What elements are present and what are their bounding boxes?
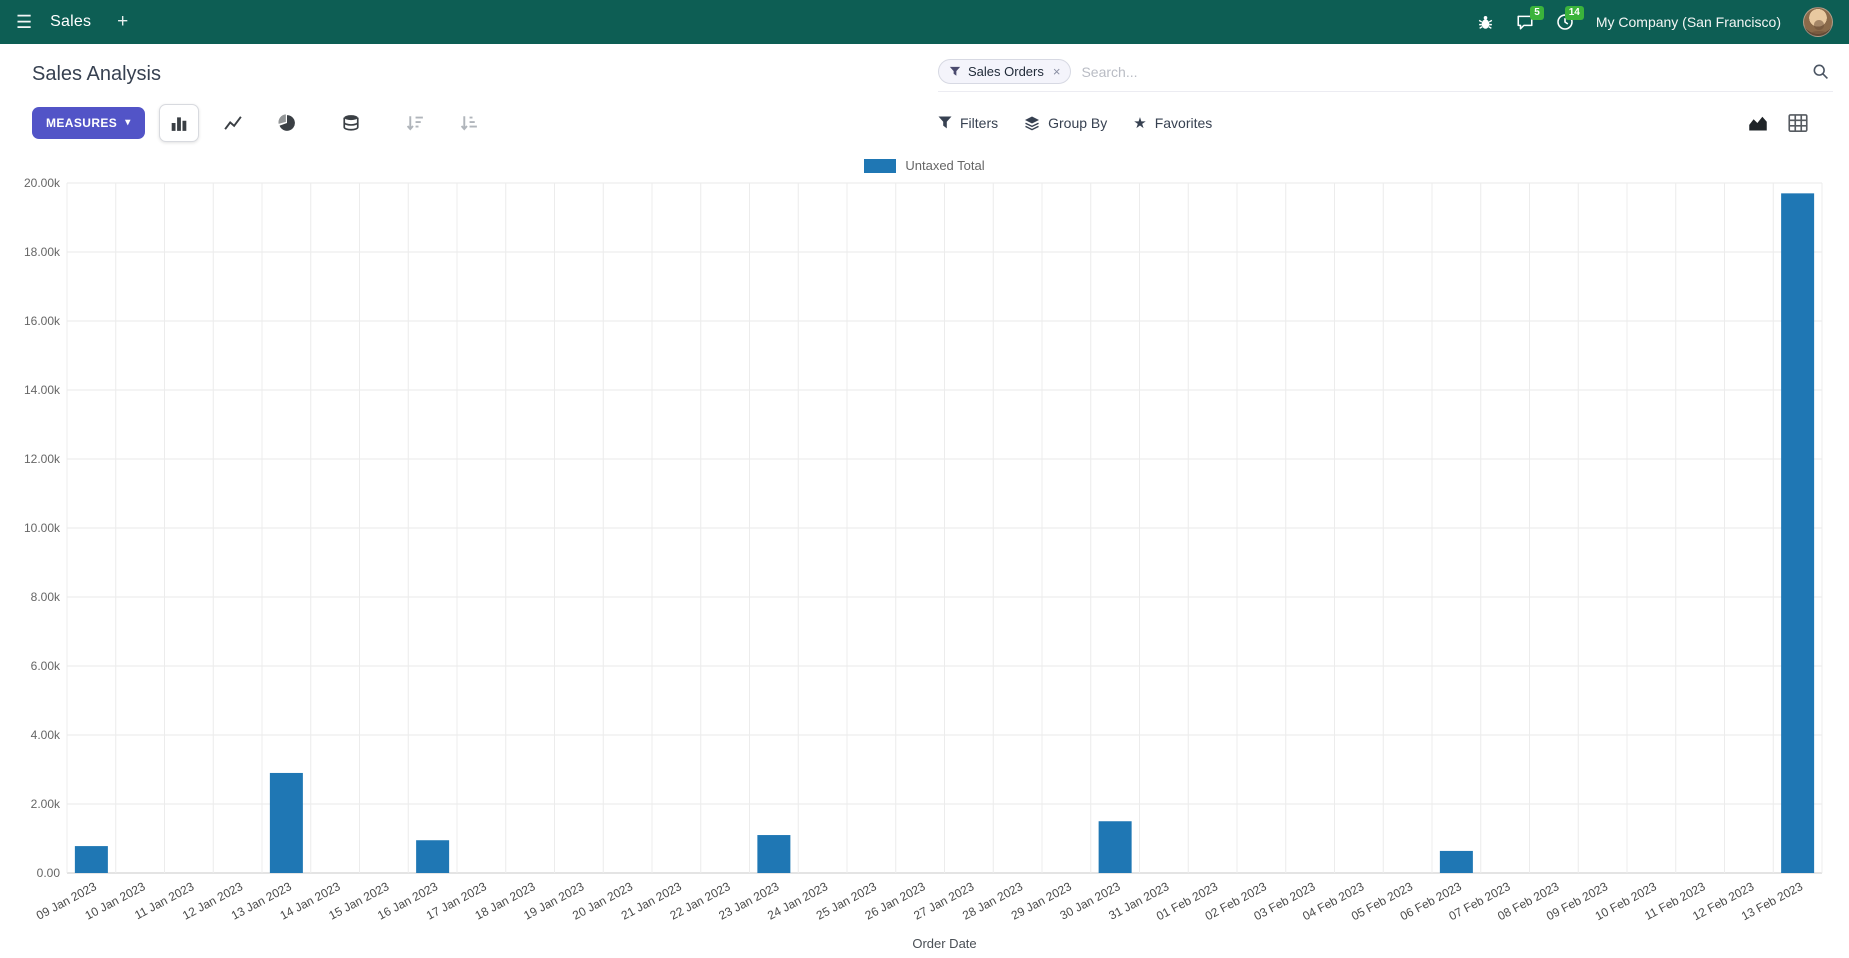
sort-ascending-button[interactable] — [449, 104, 489, 142]
y-tick-label: 2.00k — [31, 797, 61, 811]
y-tick-label: 12.00k — [24, 452, 61, 466]
line-chart-icon — [224, 116, 242, 130]
company-switcher[interactable]: My Company (San Francisco) — [1595, 14, 1781, 30]
legend-label: Untaxed Total — [905, 158, 985, 173]
group-by-button[interactable]: Group By — [1024, 115, 1107, 131]
bar-chart: 0.00 2.00k 4.00k 6.00k 8.00k 10.00k 12.00k 14.0… — [24, 176, 1823, 923]
favorites-label: Favorites — [1154, 115, 1213, 131]
plus-icon[interactable]: + — [117, 11, 129, 32]
x-axis-title: Order Date — [912, 936, 977, 951]
user-avatar[interactable] — [1803, 7, 1833, 37]
y-tick-label: 6.00k — [31, 659, 61, 673]
group-by-label: Group By — [1048, 115, 1108, 131]
bar[interactable] — [1098, 821, 1132, 873]
navbar-right: 5 14 My Company (San Francisco) — [1477, 6, 1833, 37]
bar[interactable] — [1439, 850, 1473, 873]
menu-icon[interactable]: ☰ — [16, 12, 33, 32]
bar[interactable] — [1781, 193, 1815, 874]
search-options-row: Filters Group By ★ Favorites — [938, 104, 1833, 142]
navbar-left: ☰ Sales + — [16, 11, 128, 33]
y-tick-label: 0.00 — [37, 866, 61, 880]
sort-desc-icon — [406, 116, 423, 131]
search-input[interactable] — [1081, 63, 1802, 80]
caret-down-icon: ▾ — [125, 117, 131, 128]
chart-legend: Untaxed Total — [16, 158, 1833, 173]
search-icon[interactable] — [1812, 63, 1829, 80]
filters-funnel-icon — [938, 116, 952, 129]
chart-type-pie-button[interactable] — [267, 104, 307, 142]
chart-type-line-button[interactable] — [213, 104, 253, 142]
chart-type-bar-button[interactable] — [158, 104, 199, 142]
sort-descending-button[interactable] — [395, 104, 435, 142]
bar[interactable] — [757, 835, 791, 873]
graph-view-button[interactable] — [1743, 109, 1773, 137]
search-bar[interactable]: Sales Orders × — [938, 56, 1833, 92]
filter-facet-icon — [949, 66, 961, 76]
activities-clock-button[interactable]: 14 — [1556, 6, 1584, 31]
remove-facet-icon[interactable]: × — [1052, 64, 1061, 79]
filters-label: Filters — [960, 115, 999, 131]
activities-badge: 14 — [1564, 6, 1584, 20]
y-tick-label: 20.00k — [24, 176, 61, 190]
app-name[interactable]: Sales — [50, 13, 92, 30]
sort-asc-icon — [460, 116, 477, 131]
measures-label: MEASURES — [46, 116, 118, 130]
chart-area: Untaxed Total 0.00 2.00k 4.00k 6.00k 8.00k 10… — [0, 158, 1849, 951]
stacked-database-icon — [343, 115, 359, 131]
group-by-layers-icon — [1025, 116, 1040, 131]
stacked-toggle-button[interactable] — [331, 104, 371, 142]
filters-button[interactable]: Filters — [938, 115, 998, 131]
star-icon: ★ — [1133, 114, 1147, 132]
y-tick-label: 14.00k — [24, 383, 61, 397]
bar[interactable] — [416, 840, 450, 873]
pivot-table-icon — [1788, 114, 1808, 132]
pie-chart-icon — [278, 114, 295, 131]
top-navbar: ☰ Sales + 5 14 My Company (San Francisco… — [0, 0, 1849, 44]
pivot-view-button[interactable] — [1783, 109, 1813, 137]
y-tick-label: 18.00k — [24, 245, 61, 259]
debug-bug-icon[interactable] — [1477, 14, 1494, 31]
favorites-button[interactable]: ★ Favorites — [1133, 115, 1212, 131]
bar[interactable] — [74, 846, 108, 873]
area-chart-icon — [1749, 116, 1767, 131]
control-panel: Sales Analysis Sales Orders × MEASURES ▾ — [0, 44, 1849, 152]
bar-chart-icon — [171, 117, 186, 131]
view-switcher — [1743, 109, 1813, 137]
facet-label: Sales Orders — [968, 64, 1044, 79]
y-tick-label: 10.00k — [24, 521, 61, 535]
y-tick-label: 4.00k — [31, 728, 61, 742]
search-facet-sales-orders[interactable]: Sales Orders × — [938, 59, 1072, 84]
legend-swatch[interactable] — [864, 158, 897, 173]
y-tick-label: 8.00k — [31, 590, 61, 604]
chart-controls: MEASURES ▾ — [32, 104, 938, 142]
bar[interactable] — [269, 772, 303, 873]
y-tick-label: 16.00k — [24, 314, 61, 328]
page-title: Sales Analysis — [32, 62, 161, 85]
messages-button[interactable]: 5 — [1516, 6, 1544, 31]
messages-badge: 5 — [1530, 6, 1544, 20]
measures-button[interactable]: MEASURES ▾ — [32, 107, 145, 139]
